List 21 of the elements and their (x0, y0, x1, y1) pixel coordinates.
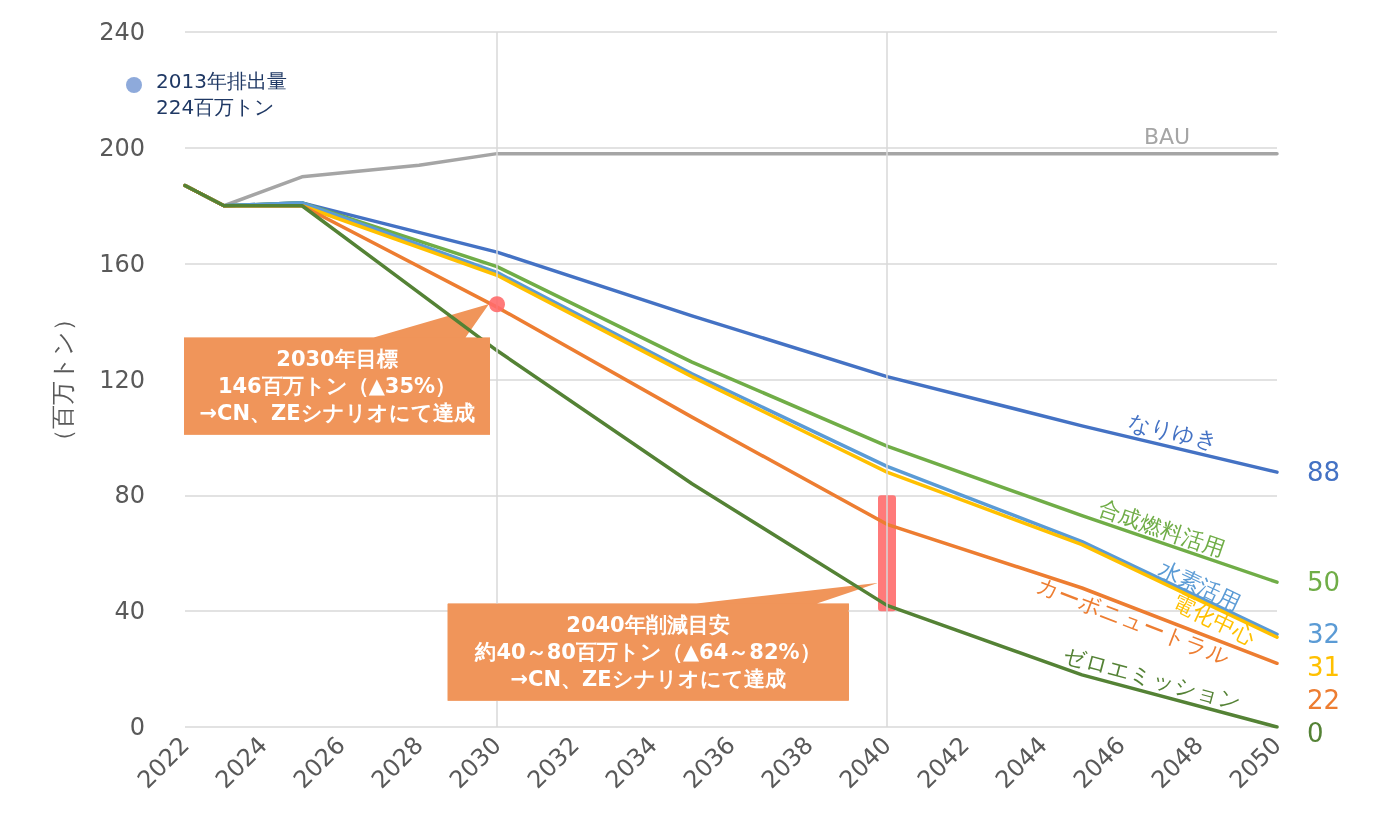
y-tick-label: 160 (99, 249, 145, 278)
series-label: BAU (1143, 124, 1191, 150)
y-tick-label: 120 (99, 365, 145, 394)
y-axis-title: （百万トン） (49, 306, 77, 453)
annotation: 約40～80百万トン（▲64～82%） →CN、ZEシナリオにて達成 (474, 640, 821, 692)
data-label: 32 (1307, 619, 1341, 650)
data-label: 0 (1307, 718, 1324, 749)
data-label: 22 (1307, 685, 1341, 716)
data-label: 88 (1307, 457, 1341, 488)
y-tick-label: 0 (129, 713, 145, 741)
annotation: 2030年目標 146百万トン（▲35%） →CN、ZEシナリオにて達成 (199, 347, 475, 426)
y-tick-label: 240 (99, 18, 145, 46)
data-label: 31 (1307, 652, 1341, 683)
text: 合成燃料活用 (1095, 495, 1228, 562)
y-tick-label: 200 (99, 133, 145, 162)
annotation: 2013年排出量 224百万トン (156, 68, 287, 120)
annotation: 2040年削減目安 (566, 613, 730, 638)
data-label: 50 (1307, 567, 1341, 598)
y-tick-label: 40 (114, 597, 145, 626)
text: なりゆき (1125, 409, 1221, 455)
y-tick-label: 80 (114, 481, 145, 510)
